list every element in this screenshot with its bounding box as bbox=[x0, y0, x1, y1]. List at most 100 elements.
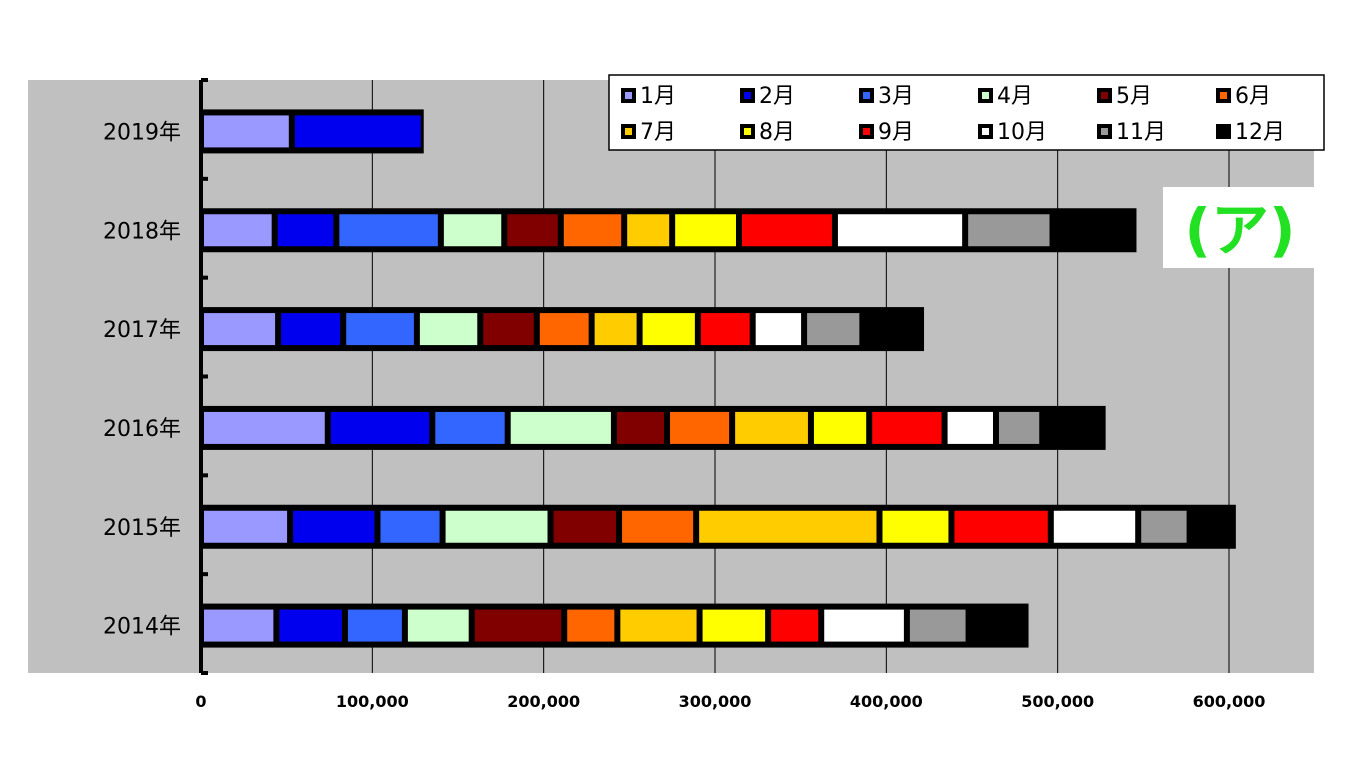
legend-swatch bbox=[863, 128, 870, 135]
category-labels: 2014年 2015年 2016年 2017年 2018年 2019年 bbox=[103, 120, 181, 639]
bar-segment bbox=[474, 609, 562, 642]
bar-segment bbox=[204, 214, 272, 247]
x-tick-label: 600,000 bbox=[1193, 692, 1266, 711]
bar-segment bbox=[971, 609, 1026, 642]
bar-segment bbox=[642, 313, 695, 346]
bar-segment bbox=[204, 609, 274, 642]
legend-label: 7月 bbox=[640, 120, 676, 145]
bar-segment bbox=[380, 510, 440, 543]
legend-label: 9月 bbox=[878, 120, 914, 145]
bar-segment bbox=[407, 609, 469, 642]
bar-segment bbox=[1045, 411, 1103, 444]
bar-segment bbox=[330, 411, 430, 444]
bar-segment bbox=[741, 214, 832, 247]
bar-segment bbox=[699, 510, 877, 543]
legend-swatch bbox=[863, 92, 870, 99]
legend-label: 1月 bbox=[640, 84, 676, 109]
bar-segment bbox=[872, 411, 942, 444]
x-tick-label: 500,000 bbox=[1021, 692, 1094, 711]
bar-segment bbox=[277, 214, 334, 247]
bar-segment bbox=[824, 609, 904, 642]
bar-segment bbox=[675, 214, 736, 247]
bar-segment bbox=[339, 214, 438, 247]
x-tick-label: 0 bbox=[195, 692, 206, 711]
bar-segment bbox=[553, 510, 617, 543]
bar-segment bbox=[1053, 510, 1136, 543]
x-tick-label: 200,000 bbox=[507, 692, 580, 711]
legend-swatch bbox=[744, 92, 751, 99]
bar-segment bbox=[882, 510, 949, 543]
bar-segment bbox=[771, 609, 819, 642]
bar-segment bbox=[865, 313, 922, 346]
bar-segment bbox=[293, 510, 375, 543]
category-label: 2018年 bbox=[103, 219, 181, 244]
legend-label: 3月 bbox=[878, 84, 914, 109]
legend-label: 6月 bbox=[1235, 84, 1271, 109]
category-label: 2015年 bbox=[103, 516, 181, 541]
bar-segment bbox=[483, 313, 534, 346]
bar-segment bbox=[968, 214, 1050, 247]
legend-swatch bbox=[1101, 92, 1108, 99]
bar-segment bbox=[419, 313, 478, 346]
bar-segment bbox=[294, 115, 421, 148]
bar-segment bbox=[346, 313, 414, 346]
legend-swatch bbox=[982, 92, 989, 99]
bar-segment bbox=[1141, 510, 1187, 543]
bars bbox=[201, 109, 1236, 648]
bar-segment bbox=[435, 411, 505, 444]
bar-segment bbox=[443, 214, 502, 247]
bar-segment bbox=[594, 313, 637, 346]
bar-segment bbox=[755, 313, 802, 346]
legend-swatch bbox=[625, 128, 632, 135]
legend-label: 10月 bbox=[997, 120, 1047, 145]
legend: 1月 2月 3月 4月 5月 6月 7月 8月 9月 10月 11月 12月 bbox=[608, 74, 1325, 151]
bar-segment bbox=[909, 609, 966, 642]
bar-segment bbox=[563, 214, 622, 247]
annotation-box: (ア) bbox=[1163, 187, 1316, 268]
legend-label: 4月 bbox=[997, 84, 1033, 109]
legend-swatch bbox=[1101, 128, 1108, 135]
legend-swatch bbox=[625, 92, 632, 99]
bar-segment bbox=[539, 313, 589, 346]
plot-area bbox=[28, 80, 1314, 673]
grid-lines bbox=[371, 80, 1230, 673]
x-tick-label: 300,000 bbox=[679, 692, 752, 711]
x-tick-label: 400,000 bbox=[850, 692, 923, 711]
bar-segment bbox=[204, 411, 325, 444]
bar-segment bbox=[204, 115, 289, 148]
bar-segment bbox=[622, 510, 694, 543]
legend-swatch bbox=[744, 128, 751, 135]
bar-segment bbox=[347, 609, 402, 642]
bar-segment bbox=[204, 510, 288, 543]
legend-swatch bbox=[982, 128, 989, 135]
bar-segment bbox=[670, 411, 730, 444]
bar-segment bbox=[281, 313, 341, 346]
bar-segment bbox=[510, 411, 611, 444]
legend-label: 5月 bbox=[1116, 84, 1152, 109]
legend-label: 12月 bbox=[1235, 120, 1285, 145]
bar-segment bbox=[1192, 510, 1233, 543]
bar-segment bbox=[1055, 214, 1134, 247]
bar-segment bbox=[702, 609, 766, 642]
bar-segment bbox=[947, 411, 993, 444]
bar-segment bbox=[279, 609, 342, 642]
bar-segment bbox=[507, 214, 558, 247]
bar-segment bbox=[616, 411, 665, 444]
legend-label: 8月 bbox=[759, 120, 795, 145]
bar-segment bbox=[837, 214, 963, 247]
bar-segment bbox=[998, 411, 1040, 444]
bar-segment bbox=[700, 313, 750, 346]
bar-segment bbox=[813, 411, 867, 444]
bar-segment bbox=[735, 411, 808, 444]
category-label: 2016年 bbox=[103, 417, 181, 442]
bar-segment bbox=[627, 214, 670, 247]
annotation-label: (ア) bbox=[1184, 196, 1295, 264]
bar-segment bbox=[567, 609, 615, 642]
bar-segment bbox=[204, 313, 276, 346]
legend-label: 11月 bbox=[1116, 120, 1166, 145]
category-label: 2014年 bbox=[103, 615, 181, 640]
legend-swatch bbox=[1220, 128, 1227, 135]
bar-segment bbox=[620, 609, 697, 642]
y-ticks bbox=[201, 78, 208, 675]
